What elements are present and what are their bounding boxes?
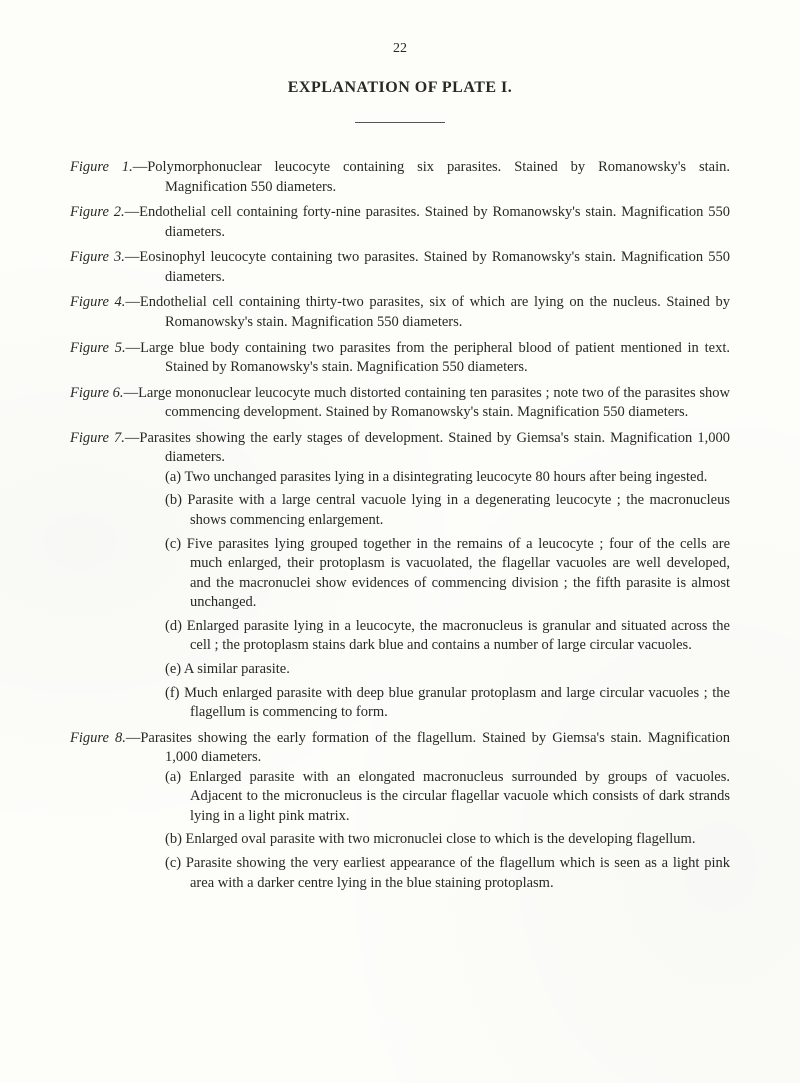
figure-entry: Figure 5.—Large blue body containing two… (70, 339, 730, 378)
figure-description: —Parasites showing the early formation o… (126, 730, 730, 766)
figure-entry: Figure 4.—Endothelial cell containing th… (70, 293, 730, 332)
subitem-text: Much enlarged parasite with deep blue gr… (184, 685, 730, 721)
subitem-marker: (b) (165, 492, 187, 508)
subitem-marker: (c) (165, 536, 187, 552)
figure-text: Figure 7.—Parasites showing the early st… (70, 429, 730, 468)
figure-subitem: (d) Enlarged parasite lying in a leucocy… (70, 617, 730, 656)
subitem-text: Parasite showing the very earliest appea… (186, 855, 730, 891)
subitem-marker: (f) (165, 685, 184, 701)
figure-subitem: (c) Five parasites lying grouped togethe… (70, 535, 730, 613)
subitem-text: Enlarged parasite lying in a leucocyte, … (187, 618, 730, 654)
subitem-text: Enlarged oval parasite with two micronuc… (186, 831, 696, 847)
figure-text: Figure 1.—Polymorphonuclear leucocyte co… (70, 158, 730, 197)
subitem-text: Five parasites lying grouped together in… (187, 536, 730, 611)
subitem-marker: (a) (165, 469, 184, 485)
figure-entries: Figure 1.—Polymorphonuclear leucocyte co… (70, 158, 730, 893)
subitem-text: A similar parasite. (184, 661, 290, 677)
figure-text: Figure 2.—Endothelial cell containing fo… (70, 203, 730, 242)
figure-label: Figure 5. (70, 340, 126, 356)
figure-label: Figure 4. (70, 294, 125, 310)
figure-entry: Figure 3.—Eosinophyl leucocyte containin… (70, 248, 730, 287)
figure-subitem: (e) A similar parasite. (70, 660, 730, 680)
figure-text: Figure 3.—Eosinophyl leucocyte containin… (70, 248, 730, 287)
figure-subitem: (b) Enlarged oval parasite with two micr… (70, 830, 730, 850)
figure-subitem: (a) Enlarged parasite with an elongated … (70, 768, 730, 827)
figure-label: Figure 8. (70, 730, 126, 746)
figure-label: Figure 2. (70, 204, 125, 220)
figure-description: —Endothelial cell containing forty-nine … (125, 204, 730, 240)
plate-title: EXPLANATION OF PLATE I. (70, 77, 730, 99)
subitem-text: Enlarged parasite with an elongated macr… (189, 769, 730, 824)
document-page: 22 EXPLANATION OF PLATE I. Figure 1.—Pol… (0, 0, 800, 1083)
figure-subitem: (c) Parasite showing the very earliest a… (70, 854, 730, 893)
figure-label: Figure 7. (70, 430, 125, 446)
figure-entry: Figure 8.—Parasites showing the early fo… (70, 729, 730, 894)
figure-description: —Large blue body containing two parasite… (126, 340, 730, 376)
title-rule (70, 110, 730, 130)
subitem-text: Two unchanged parasites lying in a disin… (184, 469, 707, 485)
figure-description: —Polymorphonuclear leucocyte containing … (133, 159, 730, 195)
figure-subitem: (b) Parasite with a large central vacuol… (70, 491, 730, 530)
subitem-marker: (e) (165, 661, 184, 677)
figure-entry: Figure 2.—Endothelial cell containing fo… (70, 203, 730, 242)
subitem-text: Parasite with a large central vacuole ly… (187, 492, 730, 528)
figure-description: —Large mononuclear leucocyte much distor… (124, 385, 730, 421)
figure-text: Figure 8.—Parasites showing the early fo… (70, 729, 730, 768)
subitem-marker: (d) (165, 618, 187, 634)
subitem-marker: (b) (165, 831, 186, 847)
figure-text: Figure 6.—Large mononuclear leucocyte mu… (70, 384, 730, 423)
figure-description: —Parasites showing the early stages of d… (125, 430, 730, 466)
figure-subitem: (f) Much enlarged parasite with deep blu… (70, 684, 730, 723)
figure-entry: Figure 6.—Large mononuclear leucocyte mu… (70, 384, 730, 423)
page-number: 22 (70, 40, 730, 59)
figure-entry: Figure 1.—Polymorphonuclear leucocyte co… (70, 158, 730, 197)
figure-label: Figure 1. (70, 159, 133, 175)
figure-label: Figure 3. (70, 249, 125, 265)
figure-text: Figure 5.—Large blue body containing two… (70, 339, 730, 378)
figure-text: Figure 4.—Endothelial cell containing th… (70, 293, 730, 332)
figure-description: —Eosinophyl leucocyte containing two par… (125, 249, 730, 285)
figure-description: —Endothelial cell containing thirty-two … (125, 294, 730, 330)
subitem-marker: (a) (165, 769, 189, 785)
figure-label: Figure 6. (70, 385, 124, 401)
figure-subitem: (a) Two unchanged parasites lying in a d… (70, 468, 730, 488)
subitem-marker: (c) (165, 855, 186, 871)
figure-entry: Figure 7.—Parasites showing the early st… (70, 429, 730, 723)
